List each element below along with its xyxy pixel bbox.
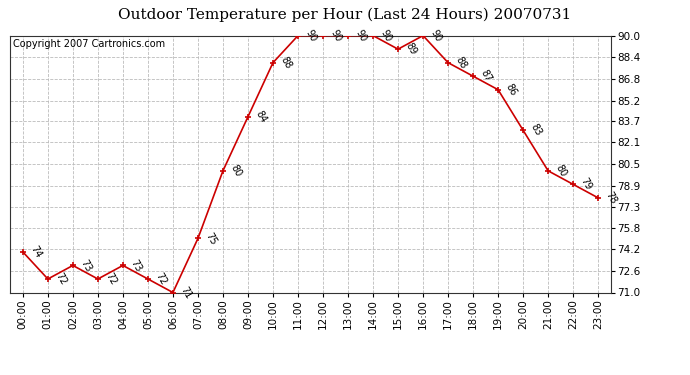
Text: 86: 86 (504, 82, 518, 98)
Text: 90: 90 (379, 28, 393, 44)
Text: 88: 88 (279, 55, 293, 70)
Text: 73: 73 (128, 258, 144, 273)
Text: 79: 79 (579, 177, 593, 192)
Text: 73: 73 (79, 258, 93, 273)
Text: 88: 88 (453, 55, 469, 70)
Text: 84: 84 (253, 109, 268, 124)
Text: 90: 90 (428, 28, 444, 44)
Text: 74: 74 (28, 244, 43, 260)
Text: Copyright 2007 Cartronics.com: Copyright 2007 Cartronics.com (13, 39, 166, 50)
Text: 72: 72 (153, 271, 168, 287)
Text: 80: 80 (228, 163, 244, 178)
Text: 72: 72 (53, 271, 68, 287)
Text: 78: 78 (604, 190, 618, 206)
Text: Outdoor Temperature per Hour (Last 24 Hours) 20070731: Outdoor Temperature per Hour (Last 24 Ho… (119, 8, 571, 22)
Text: 80: 80 (553, 163, 569, 178)
Text: 71: 71 (179, 285, 193, 300)
Text: 90: 90 (353, 28, 368, 44)
Text: 83: 83 (529, 123, 544, 138)
Text: 90: 90 (328, 28, 344, 44)
Text: 90: 90 (304, 28, 318, 44)
Text: 87: 87 (479, 68, 493, 84)
Text: 75: 75 (204, 231, 219, 246)
Text: 72: 72 (104, 271, 119, 287)
Text: 89: 89 (404, 41, 418, 57)
